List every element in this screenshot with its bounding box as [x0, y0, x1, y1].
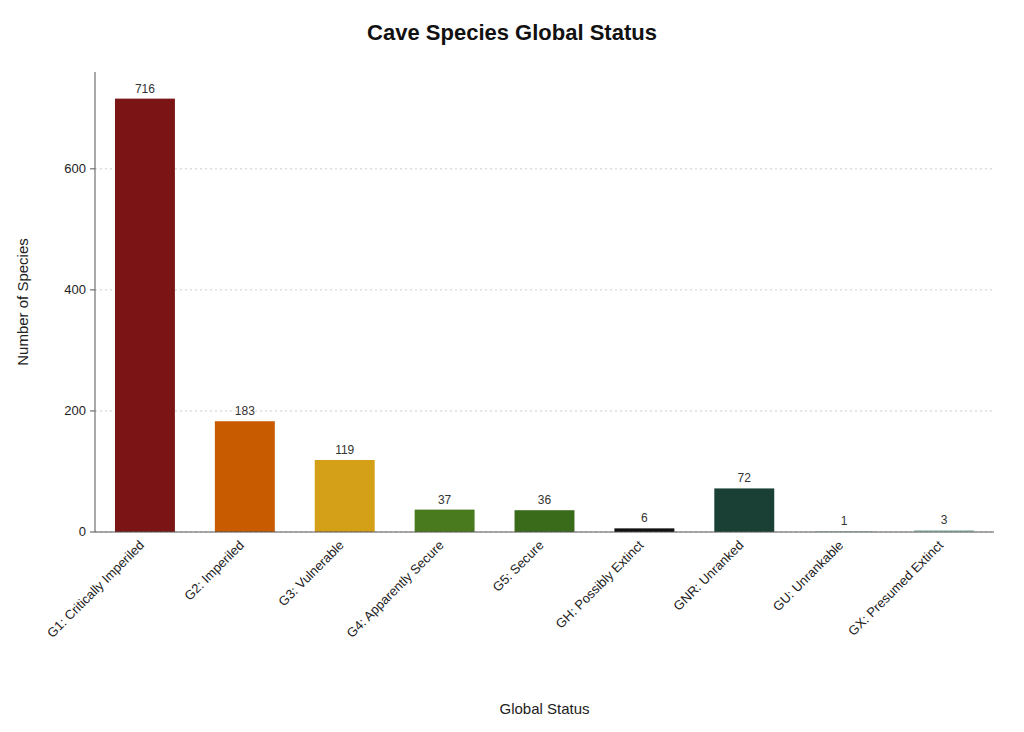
- bar: [315, 460, 375, 532]
- bar: [115, 99, 175, 532]
- bar: [515, 510, 575, 532]
- x-tick-label: G5: Secure: [490, 538, 547, 595]
- y-tick: [90, 532, 95, 533]
- grid-line: [95, 168, 994, 169]
- y-tick: [90, 168, 95, 169]
- data-label: 36: [538, 493, 552, 507]
- grid: [95, 169, 994, 532]
- data-label: 183: [235, 404, 255, 418]
- bar: [415, 510, 475, 532]
- grid-line: [95, 289, 994, 290]
- grid-line: [95, 532, 994, 533]
- y-axis-label: Number of Species: [14, 238, 31, 366]
- grid-line: [95, 410, 994, 411]
- data-label: 1: [841, 514, 848, 528]
- y-tick: [90, 410, 95, 411]
- y-tick-label: 600: [64, 161, 86, 176]
- chart-svg: 716 183 119 37 36 6 72 1 3 0 200 400 600 G1: Critical…: [0, 0, 1024, 732]
- page: {"chart_data": {"type": "bar", "title": …: [0, 0, 1024, 732]
- x-tick-label: GNR: Unranked: [670, 538, 746, 614]
- data-label: 716: [135, 82, 155, 96]
- x-tick-label: G2: Imperiled: [181, 538, 247, 604]
- chart-container: 716 183 119 37 36 6 72 1 3 0 200 400 600 G1: Critical…: [0, 0, 1024, 732]
- x-tick-label: GX: Presumed Extinct: [845, 537, 946, 638]
- x-tick-label: GU: Unrankable: [770, 538, 847, 615]
- data-label: 119: [335, 443, 354, 457]
- data-label: 37: [438, 493, 452, 507]
- x-tick-label: GH: Possibly Extinct: [553, 537, 647, 631]
- title: Cave Species Global Status: [367, 20, 657, 45]
- x-tick-label: G4: Apparently Secure: [344, 538, 447, 641]
- bar: [215, 421, 275, 532]
- axes: 0 200 400 600 G1: Critically Imperiled G2: Im…: [44, 72, 994, 641]
- x-axis-line: [95, 532, 994, 533]
- bar: [614, 528, 674, 532]
- y-tick-label: 200: [64, 403, 86, 418]
- y-tick-label: 400: [64, 282, 86, 297]
- data-label: 72: [738, 471, 752, 485]
- bars: [115, 99, 974, 532]
- y-tick: [90, 289, 95, 290]
- x-tick-label: G3: Vulnerable: [275, 538, 347, 610]
- x-tick-label: G1: Critically Imperiled: [44, 538, 147, 641]
- x-axis-label: Global Status: [499, 700, 589, 717]
- data-label: 3: [941, 513, 948, 527]
- bar: [714, 488, 774, 532]
- y-axis-line: [95, 72, 96, 532]
- y-tick-label: 0: [79, 524, 86, 539]
- data-label: 6: [641, 511, 648, 525]
- data-labels: 716 183 119 37 36 6 72 1 3: [135, 82, 948, 529]
